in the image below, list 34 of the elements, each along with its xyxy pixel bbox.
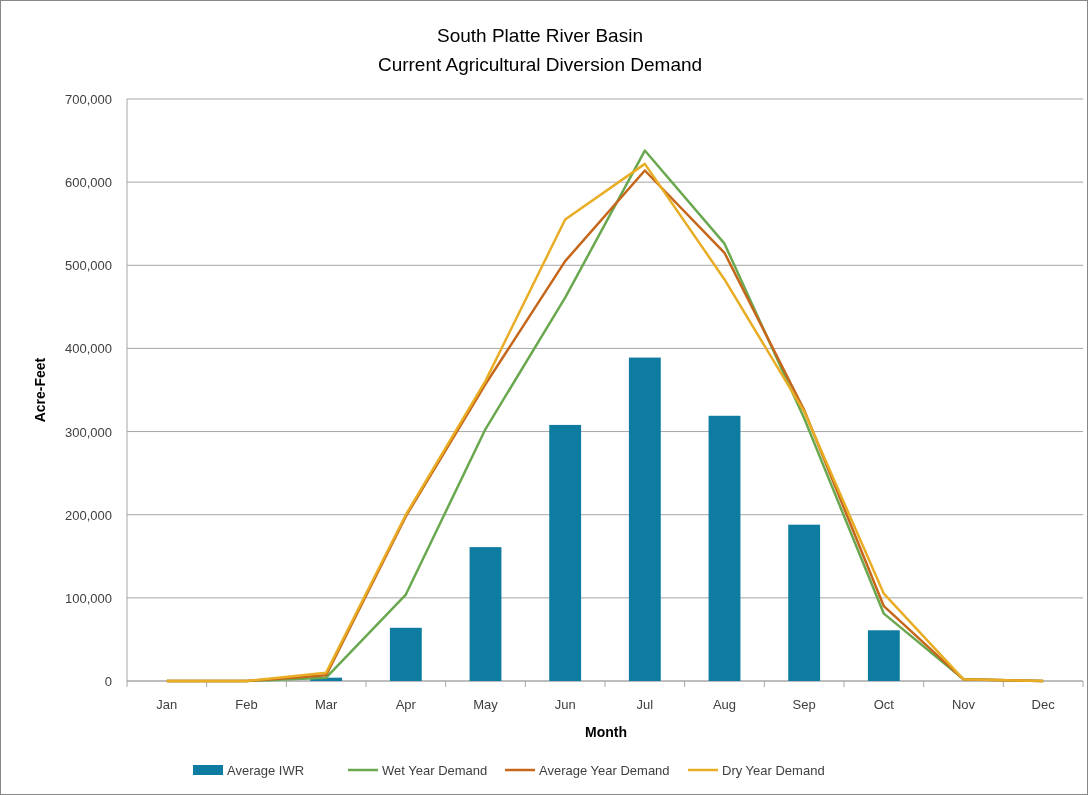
x-tick-label: Aug <box>712 697 737 712</box>
y-tick-label: 100,000 <box>65 590 112 606</box>
bar <box>708 415 741 681</box>
legend-label: Dry Year Demand <box>722 763 825 778</box>
y-tick-label: 0 <box>104 674 112 689</box>
x-tick-label: Apr <box>395 697 417 712</box>
y-tick-label: 200,000 <box>65 507 112 523</box>
bar <box>788 524 821 681</box>
y-tick-label: 400,000 <box>65 341 112 357</box>
x-tick-label: Feb <box>235 697 258 712</box>
x-tick-label: Jun <box>554 697 576 712</box>
bar <box>867 630 900 681</box>
x-tick-label: Jan <box>156 697 178 712</box>
legend-label: Average Year Demand <box>539 763 670 778</box>
bar <box>469 547 502 681</box>
y-tick-label: 700,000 <box>65 92 112 107</box>
chart-title: South Platte River Basin Current Agricultural Diversion Demand <box>377 25 703 75</box>
x-tick-label: May <box>473 697 499 712</box>
legend-label: Average IWR <box>227 763 305 778</box>
x-tick-label: Jul <box>636 697 654 712</box>
x-axis-title: Month <box>585 724 627 740</box>
y-tick-label: 600,000 <box>65 175 112 191</box>
y-tick-label: 500,000 <box>65 258 112 274</box>
x-tick-label: Oct <box>873 697 895 712</box>
legend-label: Wet Year Demand <box>382 763 488 778</box>
x-tick-label: Dec <box>1031 697 1056 712</box>
bar <box>549 424 582 681</box>
x-tick-label: Nov <box>951 697 976 712</box>
x-tick-label: Mar <box>314 697 339 712</box>
bar <box>389 627 422 681</box>
bar <box>628 357 661 681</box>
x-tick-label: Sep <box>792 697 816 712</box>
y-axis-title: Acre-Feet <box>32 357 48 423</box>
y-tick-label: 300,000 <box>65 424 112 440</box>
